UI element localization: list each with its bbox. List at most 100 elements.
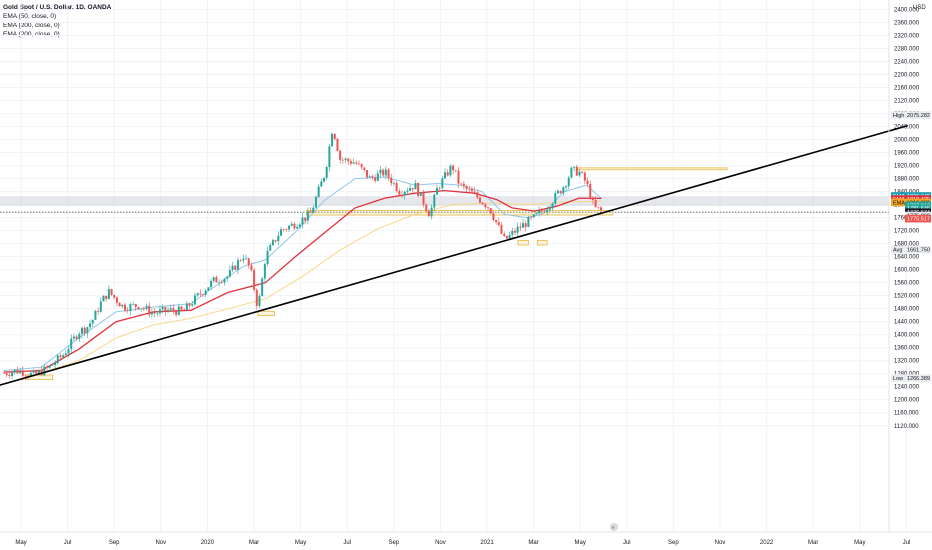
y-tick-label: 1400.000 <box>894 333 920 339</box>
y-tick-label: 1240.000 <box>894 385 920 391</box>
candle-body <box>218 282 221 284</box>
candle-body <box>414 182 417 190</box>
candle-body <box>199 293 202 295</box>
candle-body <box>570 167 573 178</box>
candle-body <box>530 217 533 218</box>
candle-body <box>290 223 293 226</box>
candle-body <box>333 133 336 139</box>
x-tick-label: Nov <box>715 540 726 546</box>
x-tick-label: Nov <box>155 540 166 546</box>
candle-body <box>8 374 11 376</box>
candle-body <box>274 240 277 242</box>
candle-body <box>255 289 258 306</box>
candle-body <box>357 163 360 165</box>
resistance-band <box>0 196 889 206</box>
candle-body <box>401 194 404 196</box>
candle-body <box>150 312 153 315</box>
candle-body <box>309 211 312 213</box>
y-tick-label: 1480.000 <box>894 307 920 313</box>
candle-body <box>282 229 285 230</box>
candle-body <box>193 295 196 305</box>
y-tick-label: 1440.000 <box>894 320 920 326</box>
candle-body <box>516 226 519 233</box>
candle-body <box>581 171 584 173</box>
price-tags: High2075.282EMA1826.649EMA1819.425EMA181… <box>891 111 931 382</box>
candle-body <box>406 190 409 192</box>
candle-body <box>379 169 382 174</box>
candle-body <box>573 166 576 168</box>
candle-body <box>487 207 490 209</box>
candle-body <box>185 303 188 311</box>
candle-body <box>548 208 551 210</box>
candle-body <box>207 287 210 291</box>
candle-body <box>215 277 218 283</box>
candle-body <box>19 370 22 374</box>
tag-label: Avg <box>893 248 902 254</box>
candle-body <box>468 189 471 190</box>
candle-body <box>341 159 344 161</box>
candle-body <box>301 217 304 225</box>
candle-body <box>462 183 465 186</box>
x-tick-label: May <box>15 540 26 546</box>
candle-body <box>392 182 395 184</box>
x-tick-label: Jul <box>623 540 631 546</box>
candle-body <box>234 265 237 270</box>
candle-body <box>513 230 516 233</box>
y-tick-label: 2360.000 <box>894 21 920 27</box>
candle-body <box>352 162 355 164</box>
y-tick-label: 2160.000 <box>894 86 920 92</box>
candle-body <box>271 240 274 246</box>
candle-body <box>344 158 347 161</box>
candle-body <box>236 260 239 270</box>
candle-body <box>452 165 455 171</box>
candle-body <box>505 236 508 239</box>
y-tick-label: 1160.000 <box>894 411 919 417</box>
candle-body <box>191 304 194 306</box>
candle-body <box>481 202 484 205</box>
candle-body <box>495 220 498 223</box>
candle-body <box>398 191 401 195</box>
candle-body <box>323 177 326 182</box>
candle-body <box>129 304 132 312</box>
candle-body <box>140 308 143 310</box>
candle-body <box>161 306 164 310</box>
candle-body <box>554 193 557 204</box>
candle-body <box>266 250 269 265</box>
support-zone <box>577 167 728 171</box>
candle-body <box>277 235 280 242</box>
support-zone <box>536 239 548 246</box>
grid <box>0 0 907 532</box>
tag-label-bg <box>891 245 905 254</box>
candle-body <box>183 309 186 311</box>
candle-body <box>86 327 89 334</box>
ema200-line <box>48 200 602 371</box>
candle-body <box>89 323 92 328</box>
time-axis[interactable]: May Jul Sep Nov 2020 Mar May Jul Sep Nov 2021 Mar Ma… <box>15 540 910 546</box>
candle-body <box>188 303 191 306</box>
scroll-to-realtime-icon[interactable]: » <box>610 523 618 531</box>
candle-body <box>134 304 137 308</box>
candle-body <box>422 192 425 205</box>
candle-body <box>177 306 180 315</box>
candle-body <box>97 310 100 312</box>
candle-body <box>261 278 264 297</box>
x-tick-label: Mar <box>528 540 538 546</box>
y-tick-label: 2120.000 <box>894 99 920 105</box>
x-tick-label: May <box>295 540 306 546</box>
candle-body <box>51 365 54 366</box>
candle-body <box>522 223 525 228</box>
candle-body <box>470 189 473 192</box>
candle-body <box>258 296 261 306</box>
candle-body <box>478 197 481 203</box>
y-tick-label: 2280.000 <box>894 47 920 53</box>
x-tick-label: 2021 <box>480 540 494 546</box>
candle-body <box>164 306 167 312</box>
candle-body <box>368 176 371 178</box>
candle-body <box>460 183 463 185</box>
candle-body <box>48 365 51 368</box>
candle-body <box>126 310 129 312</box>
ema100-line <box>3 189 602 373</box>
candle-body <box>524 223 527 227</box>
candle-body <box>132 304 135 305</box>
